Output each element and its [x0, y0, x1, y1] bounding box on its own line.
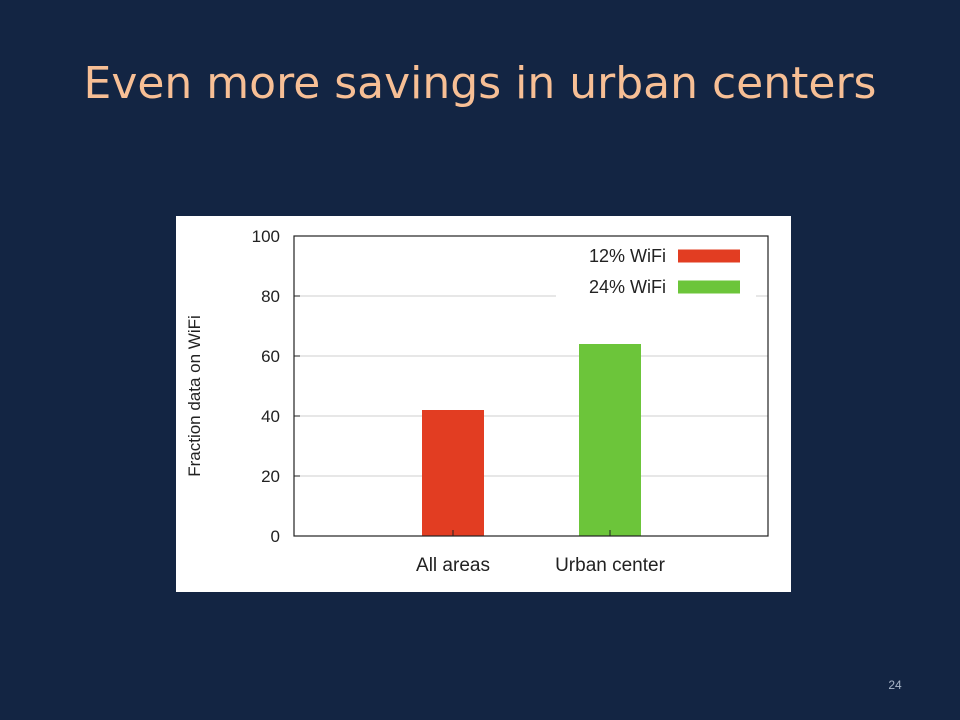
plot-frame [293, 235, 769, 537]
y-tick-label: 80 [261, 287, 280, 306]
legend-label: 24% WiFi [589, 277, 666, 297]
y-tick-label: 100 [252, 227, 280, 246]
x-tick-label: Urban center [555, 555, 666, 576]
slide-title: Even more savings in urban centers [83, 58, 877, 109]
y-tick-label: 0 [271, 527, 280, 546]
legend-swatch [678, 249, 740, 263]
chart-panel: 0 20 40 60 80 100 All areas Urban center 12% W… [176, 216, 791, 592]
grid-lines [294, 295, 768, 477]
legend: 12% WiFi 24% WiFi [556, 240, 756, 300]
bars [422, 344, 641, 536]
slide-number: 24 [888, 678, 902, 692]
y-tick-label: 40 [261, 407, 280, 426]
bar-urban-center [579, 344, 641, 536]
x-axis-ticks: All areas Urban center [416, 530, 666, 576]
y-axis-ticks: 0 20 40 60 80 100 [252, 227, 300, 546]
y-tick-label: 20 [261, 467, 280, 486]
x-tick-label: All areas [416, 555, 490, 576]
legend-label: 12% WiFi [589, 246, 666, 266]
legend-swatch [678, 280, 740, 294]
bar-all-areas [422, 410, 484, 536]
y-tick-label: 60 [261, 347, 280, 366]
y-axis-label: Fraction data on WiFi [185, 315, 204, 477]
bar-chart: 0 20 40 60 80 100 All areas Urban center 12% W… [185, 227, 769, 576]
